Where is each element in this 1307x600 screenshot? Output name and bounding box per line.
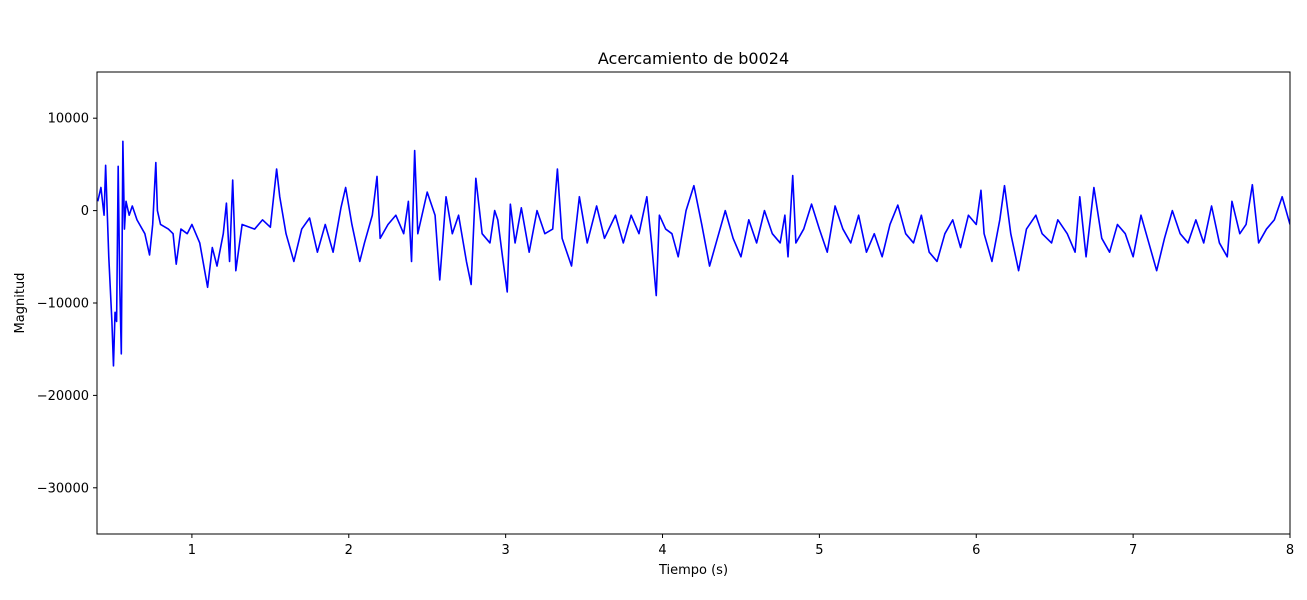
line-series	[97, 140, 1290, 367]
y-tick-label: −30000	[37, 481, 89, 496]
x-tick-label: 4	[658, 543, 666, 558]
y-tick-label: −10000	[37, 297, 89, 312]
chart-title: Acercamiento de b0024	[598, 49, 789, 68]
x-tick-label: 2	[345, 543, 353, 558]
y-axis-label: Magnitud	[13, 273, 28, 334]
x-tick-label: 1	[188, 543, 196, 558]
x-tick-label: 5	[815, 543, 823, 558]
x-tick-label: 6	[972, 543, 980, 558]
x-tick-label: 8	[1286, 543, 1294, 558]
plot-frame	[96, 71, 1291, 535]
y-tick-label: 10000	[48, 112, 89, 127]
x-tick-label: 3	[502, 543, 510, 558]
y-tick-label: 0	[81, 204, 89, 219]
x-tick-label: 7	[1129, 543, 1137, 558]
x-axis-label: Tiempo (s)	[658, 563, 728, 578]
y-tick-label: −20000	[37, 389, 89, 404]
